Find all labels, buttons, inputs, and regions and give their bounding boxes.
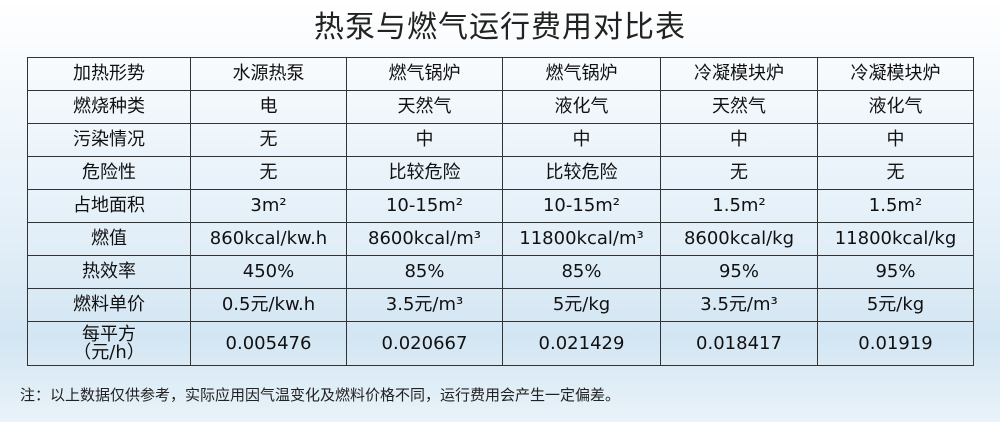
table-cell: 冷凝模块炉 [817,57,974,91]
row-header: 燃烧种类 [27,90,191,124]
table-cell: 0.5元/kw.h [190,288,347,322]
row-header: 热效率 [27,255,191,289]
table-cell: 85% [346,255,503,289]
table-row: 占地面积 3m² 10-15m² 10-15m² 1.5m² 1.5m² [27,189,974,223]
table-cell: 8600kcal/kg [660,222,818,256]
table-row: 污染情况无中中中中 [27,123,974,157]
table-cell: 液化气 [502,90,661,124]
row-header: 燃料单价 [27,288,191,322]
table-row: 热效率 450% 85% 85% 95% 95% [27,255,974,289]
table-cell: 中 [502,123,661,157]
table-cell: 11800kcal/kg [817,222,974,256]
table-cell: 无 [190,156,347,190]
table-cell: 天然气 [346,90,503,124]
table-cell: 冷凝模块炉 [660,57,818,91]
table-cell: 0.005476 [190,321,347,366]
table-cell: 中 [346,123,503,157]
table-cell: 860kcal/kw.h [190,222,347,256]
table-row: 燃料单价 0.5元/kw.h 3.5元/m³ 5元/kg 3.5元/m³ 5元/kg [27,288,974,322]
table-cell: 3.5元/m³ [346,288,503,322]
table-cell: 比较危险 [346,156,503,190]
row-header: 燃值 [27,222,191,256]
table-cell: 11800kcal/m³ [502,222,661,256]
table-cell: 水源热泵 [190,57,347,91]
table-cell: 中 [660,123,818,157]
table-cell: 85% [502,255,661,289]
table-cell: 无 [190,123,347,157]
table-cell: 电 [190,90,347,124]
row-header: 加热形势 [27,57,191,91]
table-cell: 10-15m² [346,189,503,223]
table-cell: 无 [660,156,818,190]
row-header: 危险性 [27,156,191,190]
table-cell: 液化气 [817,90,974,124]
table-cell: 1.5m² [660,189,818,223]
footnote: 注：以上数据仅供参考，实际应用因气温变化及燃料价格不同，运行费用会产生一定偏差。 [20,386,621,404]
table-cell: 0.018417 [660,321,818,366]
table-row: 燃值 860kcal/kw.h 8600kcal/m³ 11800kcal/m³ 860… [27,222,974,256]
table-cell: 95% [817,255,974,289]
table-cell: 450% [190,255,347,289]
table-cell: 3m² [190,189,347,223]
table-cell: 燃气锅炉 [346,57,503,91]
table-cell: 5元/kg [502,288,661,322]
table-cell: 95% [660,255,818,289]
comparison-table: 加热形势 水源热泵 燃气锅炉 燃气锅炉 冷凝模块炉 冷凝模块炉 燃烧种类电天然气 液化气 天然气… [27,57,974,366]
table-row: 加热形势 水源热泵 燃气锅炉 燃气锅炉 冷凝模块炉 冷凝模块炉 [27,57,974,91]
table-body: 加热形势 水源热泵 燃气锅炉 燃气锅炉 冷凝模块炉 冷凝模块炉 燃烧种类电天然气 液化气 天然气… [27,57,974,366]
table-cell: 天然气 [660,90,818,124]
table-cell: 5元/kg [817,288,974,322]
table-cell: 0.020667 [346,321,503,366]
row-header: 污染情况 [27,123,191,157]
table-row: 燃烧种类电天然气 液化气 天然气 液化气 [27,90,974,124]
table-cell: 无 [817,156,974,190]
table-cell: 比较危险 [502,156,661,190]
table-cell: 0.021429 [502,321,661,366]
table-cell: 3.5元/m³ [660,288,818,322]
table-cell: 0.01919 [817,321,974,366]
table-cell: 8600kcal/m³ [346,222,503,256]
row-header: 占地面积 [27,189,191,223]
table-cell: 10-15m² [502,189,661,223]
row-header: 每平方 （元/h） [27,321,191,366]
title: 热泵与燃气运行费用对比表 [314,10,686,45]
table-row: 危险性无比较危险 比较危险无无 [27,156,974,190]
table-row: 每平方 （元/h） 0.005476 0.020667 0.021429 0.01841… [27,321,974,366]
table-cell: 燃气锅炉 [502,57,661,91]
table-cell: 1.5m² [817,189,974,223]
table-cell: 中 [817,123,974,157]
